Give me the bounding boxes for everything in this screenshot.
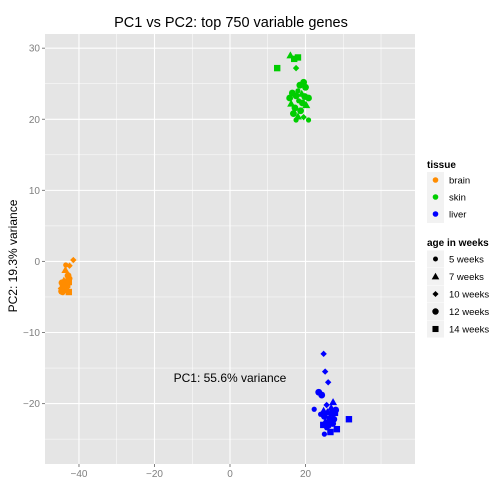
y-tick-label: 20 [29, 115, 41, 126]
data-point-liver [320, 412, 328, 420]
tissue-legend-title: tissue [427, 160, 456, 171]
data-point-skin [302, 101, 311, 109]
grid-lines [45, 34, 415, 464]
legend-key-brain [432, 177, 439, 183]
legend-key-diamond [432, 290, 439, 298]
y-tick-label: −20 [23, 399, 40, 410]
data-point-brain [70, 256, 77, 264]
data-point-skin [293, 117, 299, 123]
y-axis-title: PC2: 19.3% variance [6, 199, 20, 312]
legend-label-age: 12 weeks [449, 307, 489, 318]
data-point-skin [292, 92, 300, 100]
data-point-skin [295, 88, 301, 94]
y-tick-label: 10 [29, 186, 41, 197]
data-point-skin [291, 104, 299, 112]
data-point-skin [273, 64, 281, 72]
tissue-legend: tissue brain skin liver [427, 160, 470, 223]
data-point-liver [320, 421, 327, 429]
data-point-skin [292, 64, 300, 72]
x-axis-ticks: −40 −20 0 20 [70, 464, 312, 480]
data-point-skin [296, 81, 304, 89]
legend-key-skin [432, 194, 439, 200]
legend-label-age: 10 weeks [449, 290, 489, 301]
legend-label-brain: brain [449, 176, 470, 187]
legend-key-circle [432, 308, 439, 315]
data-point-skin [302, 83, 309, 91]
age-legend: age in weeks 5 weeks 7 weeks 10 weeks 12 we… [427, 238, 489, 338]
y-axis-ticks: −20 −10 0 10 20 30 [23, 44, 45, 410]
chart-title: PC1 vs PC2: top 750 variable genes [114, 15, 348, 31]
legend-label-skin: skin [449, 193, 466, 204]
legend-label-age: 14 weeks [449, 325, 489, 336]
x-tick-label: 0 [227, 469, 233, 480]
legend-key-triangle [431, 272, 440, 280]
data-point-skin [305, 94, 312, 102]
data-points [57, 51, 353, 437]
legend-key-square [432, 325, 439, 333]
data-point-liver [331, 409, 339, 417]
data-point-liver [321, 431, 327, 437]
data-point-liver [318, 391, 326, 399]
data-point-skin [287, 99, 296, 107]
data-point-brain [65, 278, 72, 286]
data-point-brain [66, 262, 73, 269]
data-point-skin [300, 113, 307, 121]
data-point-skin [290, 110, 297, 118]
data-point-liver [324, 379, 332, 386]
data-point-liver [345, 416, 353, 423]
data-point-brain [58, 287, 66, 295]
legend-label-liver: liver [449, 210, 466, 221]
x-tick-label: −20 [146, 469, 163, 480]
age-legend-title: age in weeks [427, 238, 489, 249]
legend-label-age: 7 weeks [449, 272, 484, 283]
y-tick-label: −10 [23, 328, 40, 339]
data-point-liver [320, 350, 327, 358]
x-axis-title: PC1: 55.6% variance [174, 371, 287, 385]
data-point-skin [290, 55, 298, 63]
data-point-liver [323, 401, 330, 409]
legend-key-liver [432, 211, 439, 217]
data-point-skin [297, 107, 305, 115]
data-point-skin [305, 117, 312, 123]
data-point-liver [321, 368, 329, 375]
legend-key-circle-small [433, 256, 438, 262]
data-point-brain [61, 265, 70, 273]
data-point-skin [286, 94, 294, 102]
data-point-skin [294, 54, 302, 61]
data-point-brain [64, 283, 71, 291]
data-point-liver [333, 425, 341, 433]
data-point-liver [327, 428, 334, 436]
data-point-liver [329, 398, 338, 406]
legend-label-age: 5 weeks [449, 255, 484, 266]
data-point-liver [311, 406, 317, 412]
x-tick-label: −40 [70, 469, 87, 480]
x-tick-label: 20 [300, 469, 312, 480]
y-tick-label: 0 [34, 257, 40, 268]
data-point-skin [299, 99, 306, 107]
y-tick-label: 30 [29, 44, 41, 55]
